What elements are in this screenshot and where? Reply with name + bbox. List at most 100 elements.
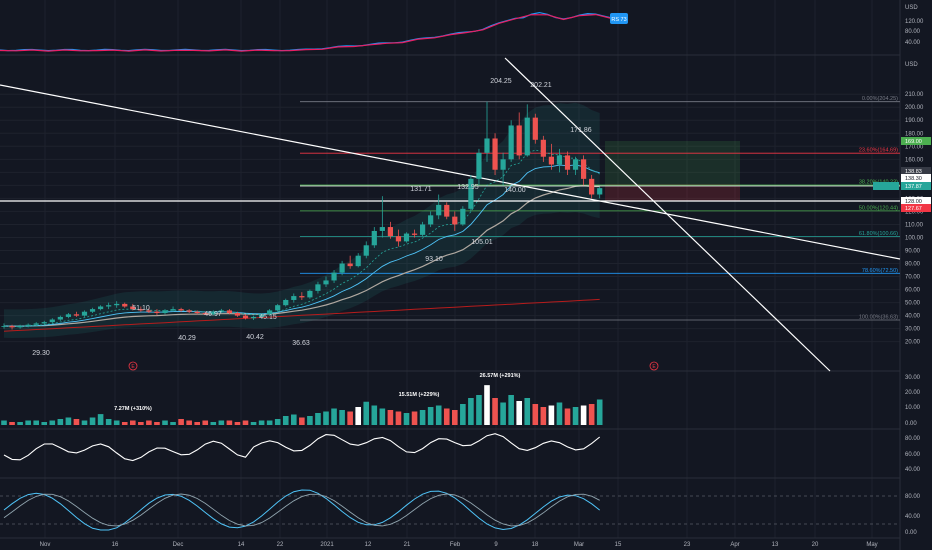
volume-bar[interactable] [476, 395, 482, 425]
volume-bar[interactable] [460, 404, 466, 425]
candle-body[interactable] [178, 309, 184, 311]
volume-bar[interactable] [452, 410, 458, 425]
candle-body[interactable] [146, 310, 152, 312]
candle-body[interactable] [202, 313, 208, 315]
volume-bar[interactable] [427, 407, 434, 425]
volume-bar[interactable] [315, 413, 321, 425]
candle-body[interactable] [379, 227, 385, 231]
candle-body[interactable] [73, 314, 80, 316]
volume-bar[interactable] [170, 422, 176, 425]
candle-body[interactable] [226, 310, 232, 314]
volume-bar[interactable] [81, 420, 88, 426]
volume-bar[interactable] [65, 417, 72, 426]
volume-bar[interactable] [387, 410, 394, 425]
volume-bar[interactable] [435, 405, 442, 426]
volume-bar[interactable] [266, 420, 273, 426]
candle-body[interactable] [436, 204, 442, 216]
volume-bar[interactable] [97, 414, 104, 425]
volume-bar[interactable] [291, 414, 297, 426]
volume-bar[interactable] [105, 419, 112, 425]
volume-bar[interactable] [355, 407, 361, 425]
candle-body[interactable] [17, 326, 23, 328]
candle-body[interactable] [315, 284, 321, 291]
candle-body[interactable] [452, 216, 458, 225]
volume-bar[interactable] [250, 422, 257, 425]
candle-body[interactable] [532, 117, 538, 140]
volume-bar[interactable] [299, 417, 305, 426]
candle-body[interactable] [130, 306, 136, 310]
volume-bar[interactable] [548, 405, 555, 426]
candle-body[interactable] [411, 233, 418, 235]
candle-body[interactable] [492, 138, 498, 170]
candle-body[interactable] [581, 159, 587, 179]
volume-bar[interactable] [25, 420, 31, 426]
volume-bar[interactable] [41, 422, 48, 425]
volume-bar[interactable] [9, 422, 15, 425]
volume-bar[interactable] [379, 408, 386, 426]
candle-body[interactable] [363, 245, 369, 256]
volume-bar[interactable] [146, 420, 152, 426]
candle-body[interactable] [476, 152, 482, 179]
volume-bar[interactable] [556, 402, 563, 426]
candle-body[interactable] [267, 310, 273, 315]
candle-body[interactable] [548, 156, 554, 165]
candle-body[interactable] [347, 263, 353, 267]
volume-bar[interactable] [572, 407, 579, 425]
candle-body[interactable] [186, 310, 192, 312]
candle-body[interactable] [49, 319, 55, 323]
candle-body[interactable] [460, 208, 466, 225]
candle-body[interactable] [597, 188, 603, 195]
candle-body[interactable] [170, 309, 176, 311]
candle-body[interactable] [9, 326, 15, 328]
volume-bar[interactable] [443, 408, 450, 426]
candle-body[interactable] [81, 311, 88, 316]
volume-bar[interactable] [138, 422, 144, 425]
volume-bar[interactable] [484, 385, 490, 425]
candle-body[interactable] [387, 227, 393, 237]
candle-body[interactable] [138, 309, 144, 311]
earnings-marker-2[interactable] [649, 361, 659, 371]
volume-bar[interactable] [154, 422, 160, 425]
volume-bar[interactable] [596, 399, 603, 426]
candle-body[interactable] [403, 233, 410, 242]
candle-body[interactable] [122, 303, 128, 307]
candle-body[interactable] [33, 323, 39, 325]
volume-bar[interactable] [395, 411, 402, 426]
candle-body[interactable] [355, 255, 361, 267]
volume-bar[interactable] [73, 419, 80, 425]
earnings-marker-1[interactable] [128, 361, 138, 371]
volume-bar[interactable] [468, 398, 474, 425]
candle-body[interactable] [589, 178, 595, 195]
candle-body[interactable] [444, 204, 450, 217]
candle-body[interactable] [1, 326, 7, 327]
candle-body[interactable] [516, 125, 522, 156]
volume-bar[interactable] [508, 395, 514, 425]
volume-bar[interactable] [202, 420, 209, 426]
volume-bar[interactable] [580, 405, 587, 426]
candle-body[interactable] [89, 309, 96, 312]
candle-body[interactable] [564, 155, 571, 170]
volume-bar[interactable] [178, 419, 184, 425]
candle-body[interactable] [114, 303, 120, 306]
volume-bar[interactable] [226, 420, 233, 426]
volume-bar[interactable] [323, 411, 329, 426]
candle-body[interactable] [428, 215, 434, 225]
candle-body[interactable] [283, 299, 289, 306]
volume-bar[interactable] [331, 408, 337, 426]
candle-body[interactable] [572, 159, 579, 170]
volume-bar[interactable] [17, 422, 23, 425]
candle-body[interactable] [154, 311, 160, 314]
candle-body[interactable] [371, 230, 377, 246]
volume-bar[interactable] [500, 402, 506, 426]
candle-body[interactable] [291, 296, 297, 300]
candle-body[interactable] [508, 125, 514, 160]
time-axis[interactable]: Nov 16 Dec 14 22 2021 12 21 Feb 9 18 Mar 15 23 Apr 13 20… [40, 542, 878, 548]
volume-bar[interactable] [130, 420, 136, 426]
candle-body[interactable] [500, 159, 506, 170]
volume-bar[interactable] [363, 401, 370, 425]
volume-bar[interactable] [347, 411, 353, 426]
candle-body[interactable] [307, 290, 313, 298]
candle-body[interactable] [468, 178, 474, 209]
